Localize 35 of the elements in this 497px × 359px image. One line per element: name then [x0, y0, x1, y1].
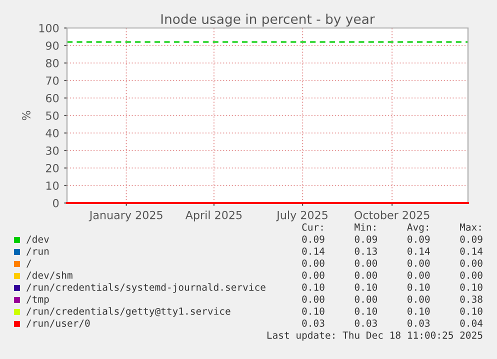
y-tick-label: 90: [46, 41, 59, 50]
y-tick-label: 80: [46, 58, 59, 68]
text: Last update: Thu Dec 18 11:00:25 2025: [267, 331, 482, 341]
y-tick-label: 70: [46, 76, 59, 85]
y-tick-label: 40: [46, 128, 59, 138]
y-tick-label: 60: [46, 94, 59, 102]
y-tick-label: 10: [46, 181, 59, 190]
text: 0.10 0.10 0.10 0.10: [302, 307, 482, 315]
x-tick-label: April 2025: [185, 210, 242, 222]
legend-label: /run/credentials/systemd-journald.service: [26, 283, 266, 293]
chart-title: Inode usage in percent - by year: [161, 14, 375, 27]
x-tick-label: October 2025: [354, 210, 430, 220]
text: 0.14 0.13 0.14 0.14: [302, 247, 483, 255]
text: 0.00 0.00 0.00 0.38: [302, 295, 482, 303]
text: Cur: Min: Avg: Max:: [302, 223, 481, 233]
text: 0.03 0.03 0.03 0.04: [302, 319, 483, 327]
text: 0.00 0.00 0.00 0.00: [302, 259, 482, 267]
x-tick-label: July 2025: [276, 210, 328, 222]
text: 0.00 0.00 0.00 0.00: [302, 271, 482, 279]
y-tick-label: 50: [46, 111, 59, 120]
legend-label: /run/user/0: [26, 319, 90, 328]
y-tick-label: 30: [46, 146, 59, 155]
legend-label: /tmp: [26, 296, 49, 305]
y-tick-label: 0: [53, 198, 59, 208]
y-tick-label: 20: [46, 164, 59, 172]
y-tick-label: 100: [39, 24, 59, 32]
legend-label: /run: [26, 248, 49, 256]
legend-label: /dev/shm: [26, 271, 72, 280]
legend-label: /: [26, 260, 32, 268]
x-tick-label: January 2025: [88, 210, 162, 222]
legend-label: /run/credentials/getty@tty1.service: [26, 307, 230, 317]
y-axis-title: %: [22, 110, 30, 120]
text: 0.10 0.10 0.10 0.10: [302, 283, 482, 291]
legend-label: /dev: [26, 235, 49, 244]
text: 0.09 0.09 0.09 0.09: [302, 235, 482, 243]
